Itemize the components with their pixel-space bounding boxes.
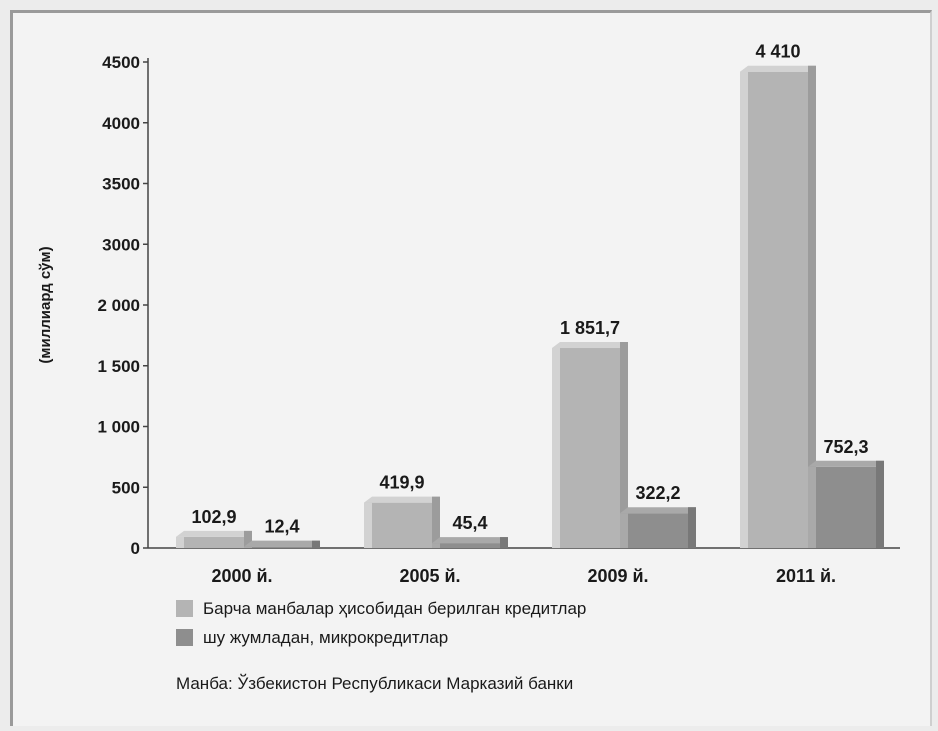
bar-top <box>620 507 696 514</box>
legend-item-total-credits: Барча манбалар ҳисобидан берилган кредит… <box>176 594 586 623</box>
bar-top <box>808 460 884 467</box>
bar-side-face <box>244 530 252 548</box>
bar-highlight <box>364 502 372 548</box>
y-tick-label: 1 000 <box>97 418 140 437</box>
legend-swatch-total-credits <box>176 600 193 617</box>
bar-side-face <box>432 496 440 548</box>
bar-side-face <box>688 507 696 548</box>
bar-side-face <box>312 540 320 548</box>
bar-highlight <box>432 543 440 548</box>
y-tick-label: 3000 <box>102 235 140 254</box>
y-tick-label: 2 000 <box>97 296 140 315</box>
data-label: 4 410 <box>755 42 800 62</box>
bar-highlight <box>808 466 816 548</box>
legend-item-microcredits: шу жумладан, микрокредитлар <box>176 623 586 652</box>
y-tick-label: 3500 <box>102 175 140 194</box>
legend-label-microcredits: шу жумладан, микрокредитлар <box>203 627 449 647</box>
bar-side-face <box>620 342 628 548</box>
bar-top <box>244 540 320 547</box>
bar-micro <box>432 543 500 548</box>
bar-micro <box>808 466 876 548</box>
bar-total <box>364 502 432 548</box>
data-label: 752,3 <box>823 437 868 457</box>
data-label: 1 851,7 <box>560 318 620 338</box>
x-tick-label: 2005 й. <box>399 566 460 586</box>
legend-label-total-credits: Барча манбалар ҳисобидан берилган кредит… <box>203 598 587 618</box>
data-label: 45,4 <box>452 513 487 533</box>
bar-top <box>364 496 440 503</box>
bar-total <box>552 348 620 548</box>
x-tick-label: 2009 й. <box>587 566 648 586</box>
bar-top <box>432 537 508 544</box>
bar-side-face <box>876 460 884 548</box>
legend-swatch-microcredits <box>176 629 193 646</box>
bar-highlight <box>552 348 560 548</box>
legend: Барча манбалар ҳисобидан берилган кредит… <box>176 594 586 652</box>
bar-highlight <box>740 71 748 548</box>
x-tick-label: 2011 й. <box>776 566 836 586</box>
y-tick-label: 0 <box>131 539 140 558</box>
y-tick-label: 4500 <box>102 53 140 72</box>
y-tick-label: 4000 <box>102 114 140 133</box>
bar-top <box>740 65 816 72</box>
bar-side-face <box>808 65 816 548</box>
data-label: 12,4 <box>264 517 299 537</box>
bar-side-face <box>500 537 508 548</box>
bar-highlight <box>620 513 628 548</box>
data-label: 102,9 <box>191 507 236 527</box>
bar-micro <box>620 513 688 548</box>
y-axis-label: (миллиард сўм) <box>37 246 54 363</box>
y-tick-label: 500 <box>112 478 140 497</box>
bar-micro <box>244 546 312 548</box>
source-note: Манба: Ўзбекистон Республикаси Марказий … <box>176 674 574 693</box>
bar-top <box>176 530 252 537</box>
bar-total <box>740 71 808 548</box>
bar-highlight <box>176 536 184 548</box>
data-label: 419,9 <box>379 473 424 493</box>
bar-total <box>176 536 244 548</box>
y-tick-label: 1 500 <box>97 357 140 376</box>
data-label: 322,2 <box>635 483 680 503</box>
x-tick-label: 2000 й. <box>211 566 272 586</box>
bar-top <box>552 342 628 349</box>
bar-highlight <box>244 546 252 548</box>
